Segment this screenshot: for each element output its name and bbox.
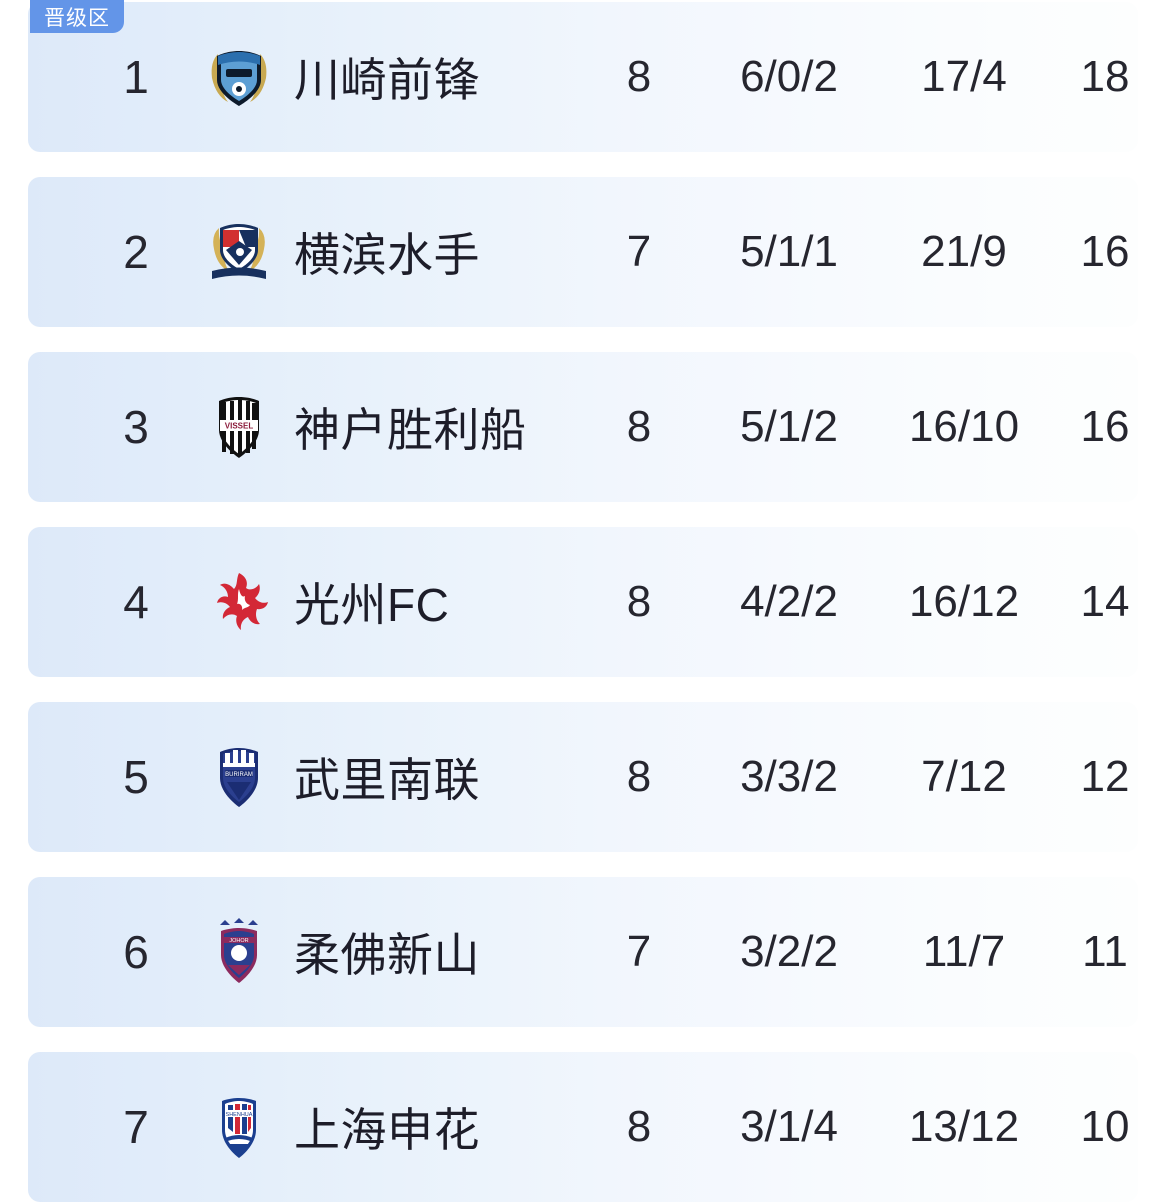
matches-played-cell: 8 [626,402,652,451]
matches-played-cell: 8 [626,1102,652,1151]
points-cell: 12 [1080,752,1130,801]
goals-for-against-cell: 7/12 [921,752,1007,801]
matches-played-cell: 8 [626,752,652,801]
johor-darul-tazim-crest: JOHOR [184,877,294,1027]
rank-cell: 1 [123,51,149,103]
matches-played-cell: 7 [626,227,652,276]
team-name-cell[interactable]: 川崎前锋 [294,54,480,106]
table-row[interactable]: 6 JOHOR 柔佛新山 7 3/2/2 11/7 11 [28,877,1138,1027]
goals-for-against-cell: 16/12 [908,577,1020,626]
team-name-cell[interactable]: 神户胜利船 [294,404,527,456]
vissel-kobe-crest: VISSEL [184,352,294,502]
points-cell: 11 [1082,927,1128,976]
svg-text:JOHOR: JOHOR [229,938,248,944]
rank-cell: 7 [123,1101,149,1153]
goals-for-against-cell: 13/12 [908,1102,1020,1151]
team-name-cell[interactable]: 武里南联 [294,754,480,806]
points-cell: 10 [1080,1102,1130,1151]
buriram-united-crest: BURIRAM [184,702,294,852]
rank-cell: 2 [123,226,149,278]
win-draw-loss-cell: 6/0/2 [740,52,838,101]
yokohama-marinos-crest [184,177,294,327]
rank-cell: 6 [123,926,149,978]
win-draw-loss-cell: 5/1/2 [740,402,838,451]
matches-played-cell: 8 [626,577,652,626]
table-row[interactable]: 7 SHENHUA 上海申花 8 3/1/4 13/12 10 [28,1052,1138,1202]
win-draw-loss-cell: 5/1/1 [740,227,838,276]
win-draw-loss-cell: 3/3/2 [740,752,838,801]
rank-cell: 3 [123,401,149,453]
promotion-zone-badge: 晋级区 [30,0,124,33]
table-row[interactable]: 1 川崎前锋 8 6/0/2 17/4 18 [28,2,1138,152]
team-name-cell[interactable]: 光州FC [294,579,450,631]
matches-played-cell: 7 [626,927,652,976]
win-draw-loss-cell: 3/2/2 [740,927,838,976]
rank-cell: 4 [123,576,149,628]
table-row[interactable]: 2 横滨水手 7 5/1/1 21/9 16 [28,177,1138,327]
matches-played-cell: 8 [626,52,652,101]
team-name-cell[interactable]: 横滨水手 [294,229,480,281]
goals-for-against-cell: 16/10 [908,402,1020,451]
table-row[interactable]: 5 BURIRAM 武里南联 8 3/3/2 7/12 12 [28,702,1138,852]
points-cell: 18 [1080,52,1130,101]
kawasaki-frontale-crest [184,2,294,152]
goals-for-against-cell: 17/4 [921,52,1007,101]
rank-cell: 5 [123,751,149,803]
goals-for-against-cell: 11/7 [922,927,1006,976]
table-row[interactable]: 4 光州FC 8 4/2/2 16/12 14 [28,527,1138,677]
table-row[interactable]: 3 VISSEL 神户胜利船 8 5/1/2 16/10 16 [28,352,1138,502]
gwangju-fc-crest [184,527,294,677]
svg-text:BURIRAM: BURIRAM [225,772,253,778]
goals-for-against-cell: 21/9 [921,227,1007,276]
points-cell: 14 [1080,577,1130,626]
win-draw-loss-cell: 3/1/4 [740,1102,838,1151]
points-cell: 16 [1080,227,1130,276]
team-name-cell[interactable]: 柔佛新山 [294,929,480,981]
team-name-cell[interactable]: 上海申花 [294,1104,480,1156]
svg-text:SHENHUA: SHENHUA [226,1112,253,1118]
points-cell: 16 [1080,402,1130,451]
win-draw-loss-cell: 4/2/2 [740,577,838,626]
shanghai-shenhua-crest: SHENHUA [184,1052,294,1202]
svg-text:VISSEL: VISSEL [225,422,254,431]
